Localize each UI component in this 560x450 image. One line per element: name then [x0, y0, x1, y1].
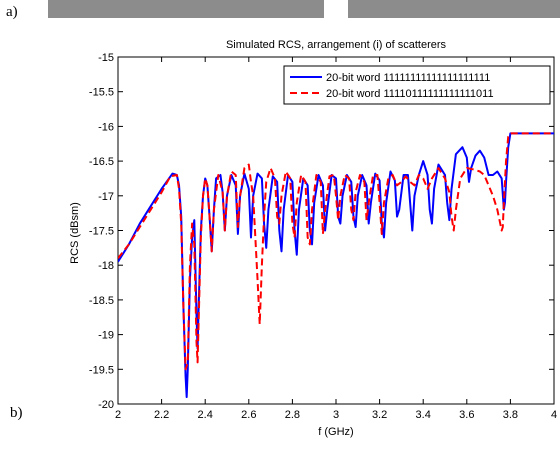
- y-tick-label: -16.5: [89, 156, 114, 168]
- x-axis-label: f (GHz): [318, 426, 353, 438]
- series-layer: [118, 132, 554, 399]
- x-tick-label: 2.6: [241, 409, 256, 421]
- top-figure-strip-left: [48, 0, 324, 18]
- x-tick-label: 2: [115, 409, 121, 421]
- y-tick-label: -19.5: [89, 364, 114, 376]
- x-tick-label: 3.6: [459, 409, 474, 421]
- panel-label-top: a): [6, 4, 18, 20]
- x-tick-label: 2.2: [154, 409, 169, 421]
- y-tick-label: -16: [98, 121, 114, 133]
- plot-area: [117, 56, 555, 405]
- y-axis-label: RCS (dBsm): [69, 202, 81, 264]
- x-tick-label: 3.8: [503, 409, 518, 421]
- legend-box: [283, 65, 551, 105]
- x-tick-label: 2.4: [198, 409, 213, 421]
- chart-legend: 20-bit word 11111111111111111111 20-bit w…: [283, 65, 551, 105]
- axis-layer: 2 2.2 2.4 2.6 2.8 3 3.2 3.4 3.6 3.8 4 -15 -15.5 -16 -1…: [89, 52, 557, 421]
- chart-title: Simulated RCS, arrangement (i) of scatte…: [226, 39, 447, 51]
- top-figure-strip-right: [348, 0, 560, 18]
- y-tick-label: -17: [98, 191, 114, 203]
- series-line-2: [118, 132, 554, 371]
- legend-entry-2: 20-bit word 11110111111111111011: [326, 88, 494, 100]
- y-tick-label: -15.5: [89, 87, 114, 99]
- panel-label-bottom: b): [10, 405, 23, 421]
- x-tick-label: 3.2: [372, 409, 387, 421]
- y-tick-label: -20: [98, 399, 114, 411]
- x-tick-label: 3: [333, 409, 339, 421]
- y-tick-label: -18.5: [89, 295, 114, 307]
- y-tick-label: -17.5: [89, 226, 114, 238]
- legend-entry-1: 20-bit word 11111111111111111111: [326, 72, 490, 84]
- x-tick-label: 3.4: [416, 409, 431, 421]
- x-tick-label: 2.8: [285, 409, 300, 421]
- y-tick-label: -15: [98, 52, 114, 64]
- y-tick-label: -18: [98, 260, 114, 272]
- x-tick-label: 4: [551, 409, 557, 421]
- y-tick-label: -19: [98, 330, 114, 342]
- plot-frame: [117, 56, 555, 405]
